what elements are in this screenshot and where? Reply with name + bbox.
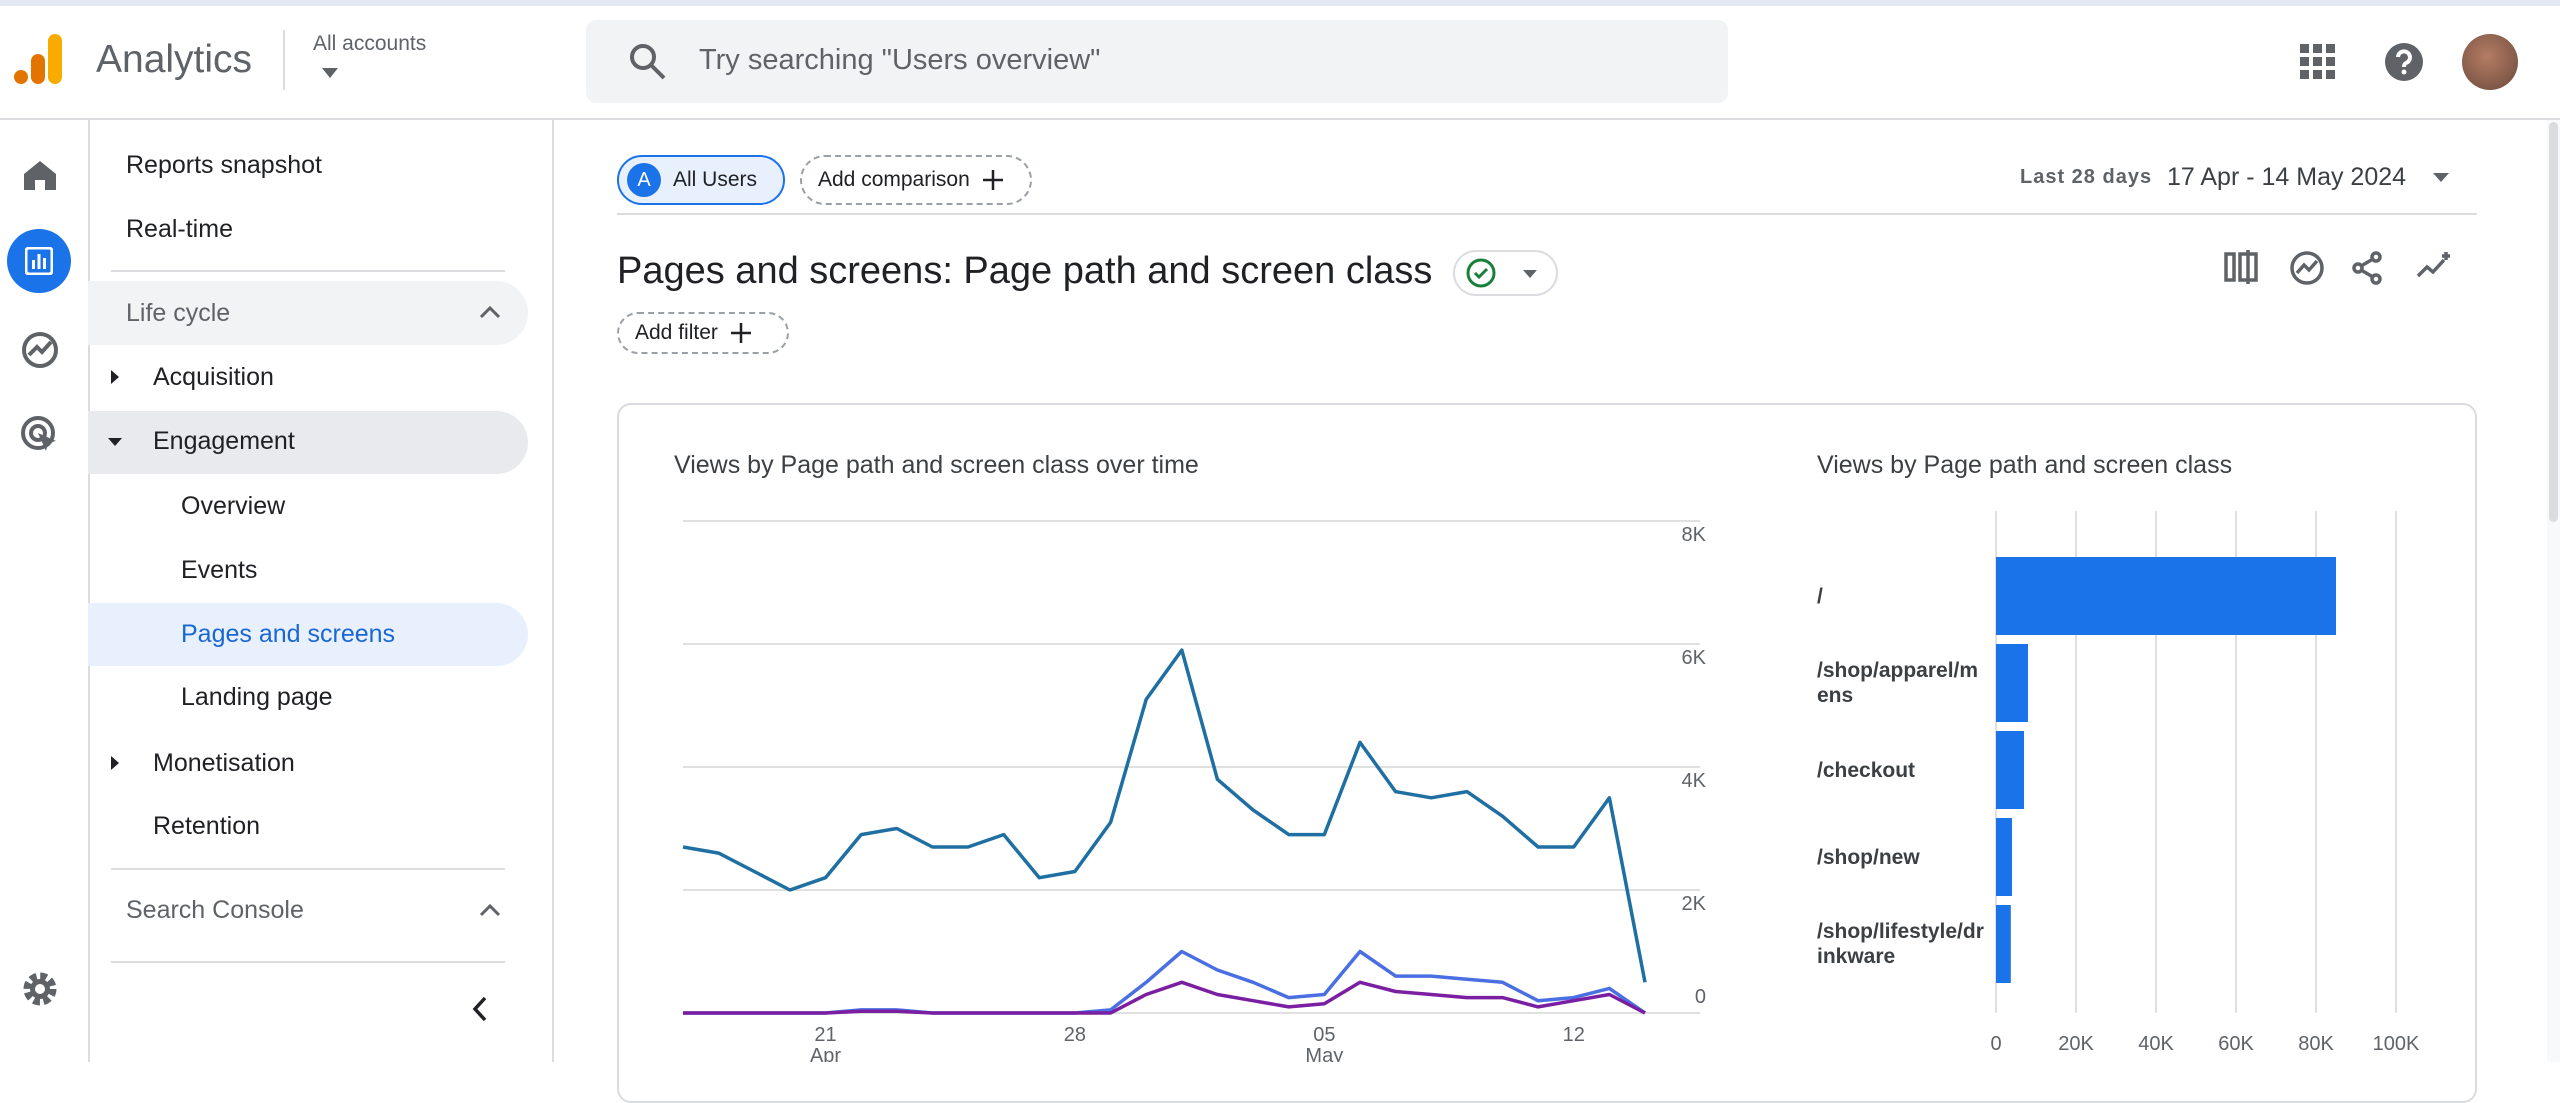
bar xyxy=(1996,557,2336,635)
line-series xyxy=(683,949,1646,1015)
nav-item-selected[interactable]: Pages and screens xyxy=(181,620,396,648)
add-filter[interactable]: Add filter xyxy=(617,312,789,354)
bar-category-label: /shop/apparel/mens xyxy=(1817,659,1979,707)
divider xyxy=(617,213,2477,215)
header xyxy=(0,6,2560,120)
bar-category-label: /shop/lifestyle/drinkware xyxy=(1817,920,1984,968)
line-series xyxy=(682,648,1647,983)
x-month-label: May xyxy=(1305,1045,1343,1062)
y-tick-label: 0 xyxy=(1695,986,1706,1008)
divider xyxy=(283,30,285,90)
expand-caret[interactable] xyxy=(108,754,122,772)
y-tick-label: 8K xyxy=(1682,524,1707,546)
x-tick-label: 05 xyxy=(1313,1024,1335,1046)
bar xyxy=(1996,731,2024,809)
left-rail xyxy=(0,120,90,1062)
nav-section[interactable]: Life cycle xyxy=(126,299,231,327)
bar xyxy=(1996,644,2028,722)
search-placeholder[interactable]: Try searching "Users overview" xyxy=(699,44,1101,76)
bar-chart-title: Views by Page path and screen class xyxy=(1817,451,2233,479)
scrollbar-thumb[interactable] xyxy=(2549,122,2558,522)
selected-bg xyxy=(88,603,528,666)
nav-item[interactable]: Retention xyxy=(153,812,261,840)
nav-item[interactable]: Overview xyxy=(181,492,286,520)
line-chart-title: Views by Page path and screen class over… xyxy=(674,451,1199,479)
x-tick-label: 80K xyxy=(2298,1033,2334,1055)
logo[interactable] xyxy=(14,30,64,86)
divider xyxy=(111,270,505,272)
x-tick-label: 20K xyxy=(2058,1033,2094,1055)
add-comparison[interactable]: Add comparison xyxy=(800,155,1032,205)
add-comparison-label: Add comparison xyxy=(818,168,970,191)
avatar[interactable] xyxy=(2462,34,2518,90)
expand-caret[interactable] xyxy=(106,435,124,449)
nav-item[interactable]: Real-time xyxy=(126,215,233,243)
page-title: Pages and screens: Page path and screen … xyxy=(617,250,1433,292)
nav-item[interactable]: Engagement xyxy=(153,427,295,455)
nav-item[interactable]: Acquisition xyxy=(153,363,274,391)
collapse-caret[interactable] xyxy=(478,901,502,919)
x-tick-label: 40K xyxy=(2138,1033,2174,1055)
nav-item[interactable]: Reports snapshot xyxy=(126,151,322,179)
expand-caret[interactable] xyxy=(108,368,122,386)
caret[interactable] xyxy=(320,66,340,80)
x-tick-label: 28 xyxy=(1064,1024,1086,1046)
x-tick-label: 100K xyxy=(2373,1033,2420,1055)
collapse-caret[interactable] xyxy=(478,303,502,321)
plus-icon xyxy=(730,323,751,343)
bar-category-label: /shop/new xyxy=(1817,845,1920,869)
settings-icon[interactable] xyxy=(20,969,60,1009)
segment-name: All Users xyxy=(673,168,758,191)
line-series xyxy=(683,980,1646,1015)
date-caret[interactable] xyxy=(2432,172,2450,184)
collapse-nav[interactable] xyxy=(470,995,490,1023)
nav-section[interactable]: Search Console xyxy=(126,896,304,924)
home-icon[interactable] xyxy=(22,158,58,192)
x-month-label: Apr xyxy=(810,1045,841,1062)
bar xyxy=(1996,905,2011,983)
plus-icon xyxy=(982,170,1003,190)
segment-letter: A xyxy=(627,163,661,197)
x-tick-label: 0 xyxy=(1990,1033,2001,1055)
apps-icon[interactable] xyxy=(2300,44,2336,80)
advertising-icon[interactable] xyxy=(20,415,60,455)
section-bg xyxy=(88,281,528,345)
search-icon xyxy=(630,44,666,80)
y-tick-label: 6K xyxy=(1682,647,1707,669)
reports-glyph xyxy=(25,247,53,275)
app-name: Analytics xyxy=(96,38,253,81)
x-tick-label: 60K xyxy=(2218,1033,2254,1055)
date-range-label: Last 28 days xyxy=(2020,166,2153,188)
divider xyxy=(111,961,505,963)
group-bg xyxy=(88,411,528,474)
bar-category-label: / xyxy=(1817,584,1823,608)
nav-item[interactable]: Events xyxy=(181,556,258,584)
status-icons xyxy=(1466,258,1537,288)
bar xyxy=(1996,818,2012,896)
y-tick-label: 4K xyxy=(1682,770,1707,792)
search-box[interactable] xyxy=(586,20,1728,103)
x-tick-label: 21 xyxy=(814,1024,836,1046)
explore-icon[interactable] xyxy=(20,330,60,370)
nav-item[interactable]: Monetisation xyxy=(153,749,295,777)
nav-item[interactable]: Landing page xyxy=(181,683,333,711)
title-actions[interactable] xyxy=(2224,248,2464,288)
account-selector[interactable]: All accounts xyxy=(313,32,427,55)
x-tick-label: 12 xyxy=(1563,1024,1585,1046)
divider xyxy=(111,868,505,870)
segment-chip[interactable]: A All Users xyxy=(617,155,785,205)
add-filter-label: Add filter xyxy=(635,321,718,344)
nav-panel xyxy=(88,120,554,1062)
bar-category-label: /checkout xyxy=(1817,758,1916,782)
top-strip xyxy=(0,0,2560,6)
y-tick-label: 2K xyxy=(1682,893,1707,915)
date-range[interactable]: 17 Apr - 14 May 2024 xyxy=(2167,163,2407,191)
status-chip[interactable] xyxy=(1453,250,1558,296)
help-icon[interactable] xyxy=(2384,42,2424,82)
